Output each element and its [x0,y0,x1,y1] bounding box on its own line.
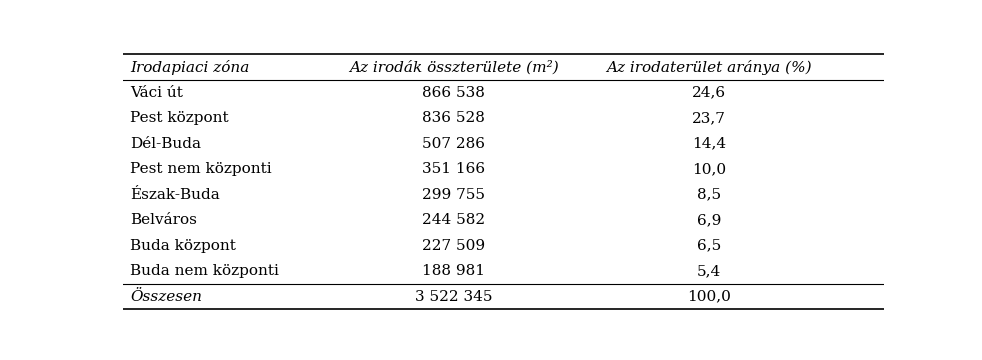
Text: Dél-Buda: Dél-Buda [131,136,201,150]
Text: Az irodák összterülete (m²): Az irodák összterülete (m²) [349,60,559,74]
Text: 100,0: 100,0 [686,289,731,303]
Text: Az irodaterület aránya (%): Az irodaterület aránya (%) [606,59,811,75]
Text: 351 166: 351 166 [422,162,485,176]
Text: 866 538: 866 538 [422,86,485,100]
Text: Pest nem központi: Pest nem központi [131,162,272,176]
Text: Összesen: Összesen [131,289,202,303]
Text: 23,7: 23,7 [692,111,726,125]
Text: 10,0: 10,0 [691,162,726,176]
Text: 8,5: 8,5 [696,188,721,202]
Text: 24,6: 24,6 [691,86,726,100]
Text: 6,9: 6,9 [696,213,721,227]
Text: 14,4: 14,4 [691,136,726,150]
Text: 507 286: 507 286 [422,136,485,150]
Text: 6,5: 6,5 [696,239,721,253]
Text: 3 522 345: 3 522 345 [415,289,493,303]
Text: Váci út: Váci út [131,86,184,100]
Text: Buda központ: Buda központ [131,239,237,253]
Text: Buda nem központi: Buda nem központi [131,264,279,278]
Text: Pest központ: Pest központ [131,111,229,125]
Text: 299 755: 299 755 [422,188,485,202]
Text: Észak-Buda: Észak-Buda [131,188,220,202]
Text: 5,4: 5,4 [696,264,721,278]
Text: 227 509: 227 509 [422,239,485,253]
Text: 836 528: 836 528 [422,111,485,125]
Text: 244 582: 244 582 [422,213,485,227]
Text: 188 981: 188 981 [422,264,485,278]
Text: Belváros: Belváros [131,213,197,227]
Text: Irodapiaci zóna: Irodapiaci zóna [131,59,249,75]
